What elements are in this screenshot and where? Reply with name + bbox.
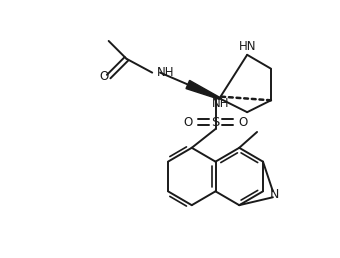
Text: HN: HN — [238, 41, 256, 53]
Text: N: N — [270, 188, 279, 201]
Text: S: S — [211, 116, 220, 128]
Polygon shape — [186, 80, 220, 99]
Text: O: O — [239, 116, 248, 128]
Text: NH: NH — [157, 66, 175, 79]
Text: NH: NH — [212, 97, 229, 110]
Text: O: O — [183, 116, 192, 128]
Text: O: O — [99, 70, 108, 83]
